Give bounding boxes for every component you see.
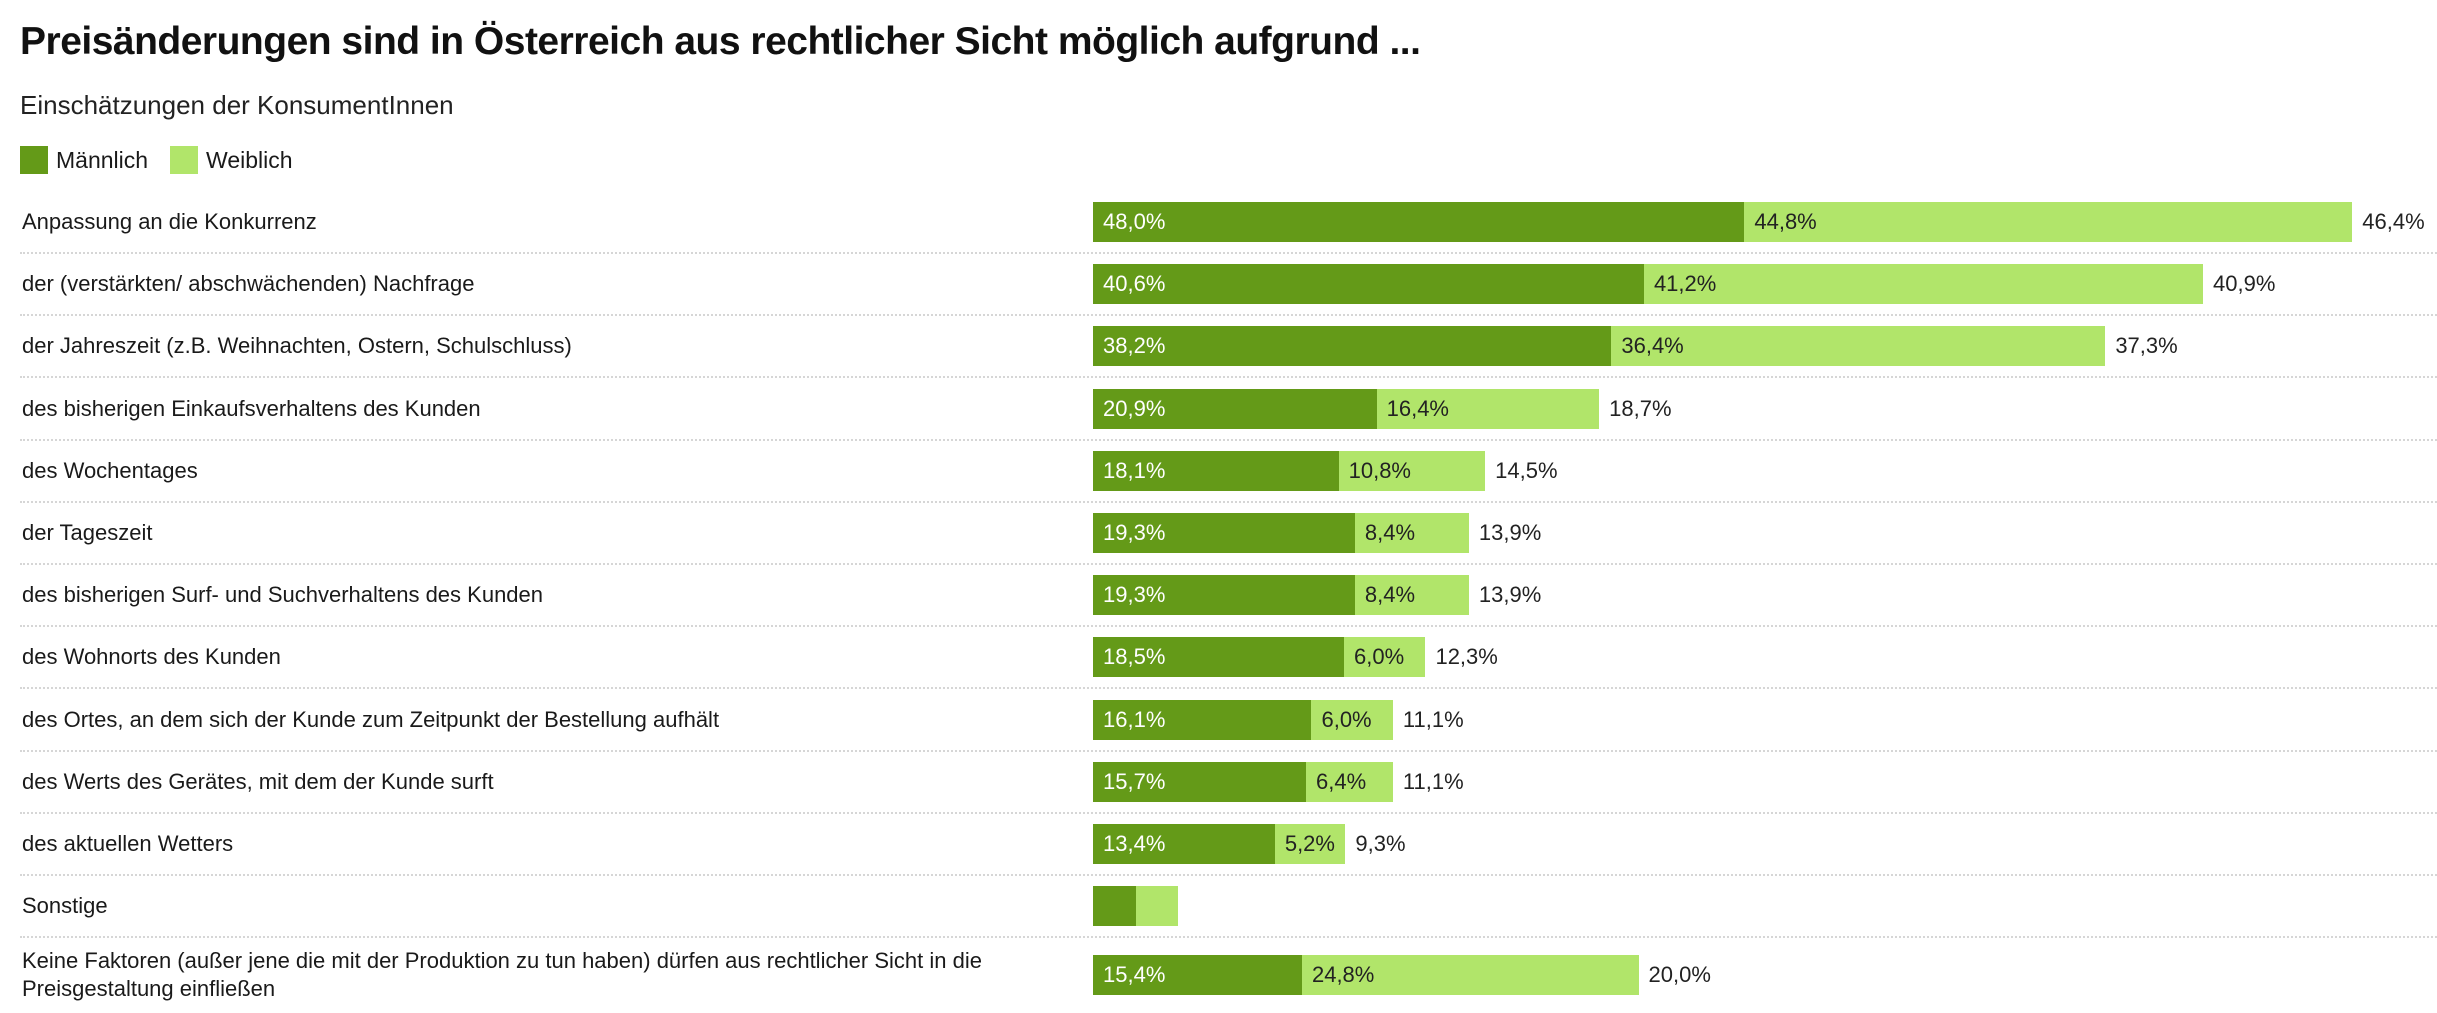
total-label: 40,9%	[2213, 271, 2276, 297]
category-label: Anpassung an die Konkurrenz	[22, 209, 317, 234]
total-label: 12,3%	[1435, 644, 1498, 670]
bar-segment-maennlich[interactable]: 13,4%	[1093, 824, 1275, 864]
row-divider	[20, 687, 2437, 690]
chart-subtitle: Einschätzungen der KonsumentInnen	[20, 90, 454, 120]
category-label: des bisherigen Surf- und Suchverhaltens …	[22, 582, 544, 608]
legend-item-maennlich[interactable]: Männlich	[20, 146, 148, 174]
bar-segment-maennlich[interactable]	[1093, 886, 1137, 927]
bar-segment-maennlich[interactable]: 15,4%	[1093, 955, 1302, 996]
row-divider	[20, 438, 2437, 441]
bar-segment-weiblich[interactable]: 6,0%	[1311, 699, 1393, 740]
category-label: des bisherigen Einkaufsverhaltens des Ku…	[22, 395, 481, 421]
row-divider	[20, 936, 2437, 939]
bar-segment-weiblich[interactable]: 36,4%	[1611, 326, 2106, 367]
bar-segment-weiblich[interactable]: 5,2%	[1274, 824, 1346, 864]
bar-segment-weiblich[interactable]	[1136, 886, 1179, 927]
row-divider	[20, 625, 2437, 628]
total-label: 13,9%	[1478, 582, 1542, 608]
total-label: 14,5%	[1495, 457, 1558, 483]
legend-label: Männlich	[56, 146, 149, 173]
legend-swatch-weiblich	[170, 146, 199, 174]
row-divider	[20, 252, 2437, 254]
row-divider	[20, 563, 2437, 565]
category-label: Keine Faktoren (außer jene die mit der P…	[22, 948, 982, 1002]
category-label: des aktuellen Wetters	[22, 831, 234, 856]
bar-segment-weiblich[interactable]: 8,4%	[1354, 575, 1469, 616]
bar-segment-maennlich[interactable]: 40,6%	[1093, 264, 1644, 305]
bar-segment-maennlich[interactable]: 19,3%	[1093, 575, 1355, 616]
bar-segment-maennlich[interactable]: 18,5%	[1093, 637, 1345, 678]
row-divider	[20, 874, 2437, 876]
chart-title: Preisänderungen sind in Österreich aus r…	[20, 20, 1421, 63]
bar-segment-maennlich[interactable]: 19,3%	[1093, 513, 1355, 553]
bar-segment-maennlich[interactable]: 20,9%	[1093, 388, 1377, 429]
row-divider	[20, 376, 2437, 379]
total-label: 11,1%	[1402, 768, 1464, 794]
legend-swatch-maennlich	[20, 146, 48, 174]
bar-segment-weiblich[interactable]: 41,2%	[1643, 264, 2204, 305]
category-label: der Tageszeit	[22, 520, 153, 545]
bar-segment-weiblich[interactable]: 6,0%	[1344, 637, 1426, 678]
bar-segment-weiblich[interactable]: 8,4%	[1354, 513, 1469, 553]
legend-item-weiblich[interactable]: Weiblich	[170, 146, 293, 174]
bar-segment-maennlich[interactable]: 18,1%	[1093, 450, 1339, 491]
bar-segment-weiblich[interactable]: 6,4%	[1306, 761, 1393, 802]
total-label: 20,0%	[1648, 962, 1711, 988]
row-divider	[20, 811, 2437, 814]
row-divider	[20, 749, 2437, 752]
total-label: 9,3%	[1355, 831, 1406, 856]
category-label: des Werts des Gerätes, mit dem der Kunde…	[22, 768, 494, 794]
row-divider	[20, 314, 2437, 317]
total-label: 13,9%	[1478, 520, 1542, 545]
total-label: 37,3%	[2115, 333, 2178, 359]
bar-segment-weiblich[interactable]: 16,4%	[1376, 388, 1600, 429]
row-divider	[20, 500, 2437, 503]
category-label: der (verstärkten/ abschwächenden) Nachfr…	[22, 271, 475, 297]
bar-segment-maennlich[interactable]: 48,0%	[1093, 202, 1745, 242]
category-label: des Ortes, an dem sich der Kunde zum Zei…	[22, 706, 720, 732]
total-label: 11,1%	[1402, 706, 1464, 732]
bar-segment-weiblich[interactable]: 44,8%	[1744, 202, 2353, 242]
total-label: 46,4%	[2362, 209, 2425, 234]
category-label: der Jahreszeit (z.B. Weihnachten, Ostern…	[22, 333, 572, 359]
bar-segment-maennlich[interactable]: 16,1%	[1093, 699, 1312, 740]
legend: Männlich Weiblich	[20, 146, 315, 174]
bar-segment-weiblich[interactable]: 10,8%	[1338, 450, 1486, 491]
category-label: des Wohnorts des Kunden	[22, 644, 281, 670]
legend-label: Weiblich	[206, 146, 293, 173]
category-label: des Wochentages	[22, 457, 198, 483]
total-label: 18,7%	[1609, 395, 1672, 421]
bar-segment-weiblich[interactable]: 24,8%	[1301, 955, 1639, 996]
category-label: Sonstige	[22, 893, 108, 919]
bar-segment-maennlich[interactable]: 38,2%	[1093, 326, 1612, 367]
bar-segment-maennlich[interactable]: 15,7%	[1093, 761, 1307, 802]
